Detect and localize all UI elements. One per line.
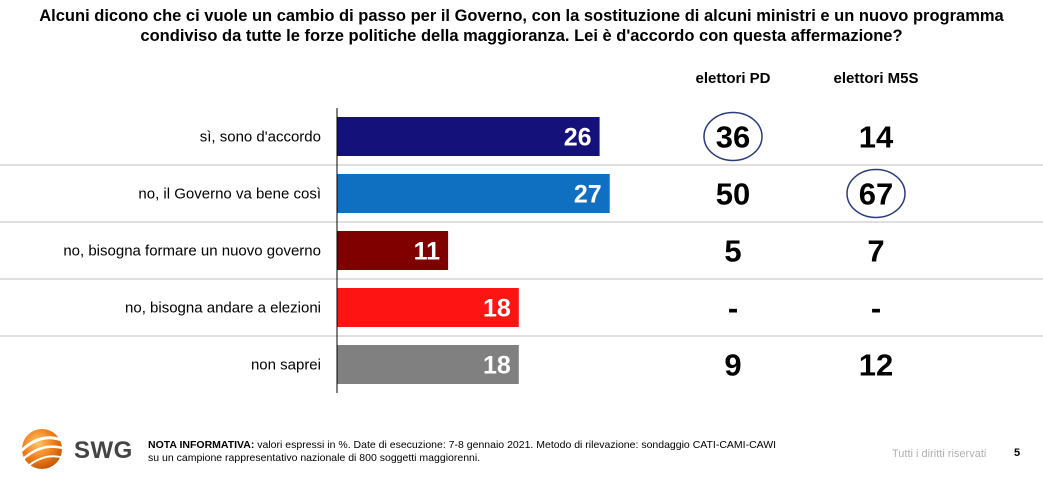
category-label: no, bisogna formare un nuovo governo [63, 243, 321, 260]
page-number: 5 [1014, 447, 1021, 459]
bar-value-label: 18 [483, 295, 511, 323]
table-cell-value: 7 [867, 234, 884, 269]
bar [337, 288, 519, 327]
category-label: no, il Governo va bene così [138, 186, 321, 203]
bar-value-label: 26 [564, 124, 592, 152]
bar-value-label: 18 [483, 352, 511, 380]
table-cell-value: 50 [716, 177, 750, 212]
chart-title: Alcuni dicono che ci vuole un cambio di … [0, 6, 1043, 46]
bar-chart: sì, sono d'accordo 26 36 14 no, il Governo v… [0, 108, 1043, 393]
swg-globe-logo-icon [14, 424, 72, 479]
swg-logo-text: SWG [74, 437, 133, 464]
title-line-1: Alcuni dicono che ci vuole un cambio di … [39, 7, 1004, 25]
category-label: no, bisogna andare a elezioni [125, 300, 321, 317]
bar-value-label: 27 [574, 181, 602, 209]
column-header-pd: elettori PD [695, 70, 771, 87]
table-cell-value: 14 [859, 120, 894, 155]
table-cell-value: 12 [859, 348, 893, 383]
bar [337, 174, 610, 213]
title-line-2: condiviso da tutte le forze politiche de… [140, 27, 903, 45]
column-header-m5s: elettori M5S [833, 70, 919, 87]
bar [337, 231, 449, 270]
table-cell-value: 9 [724, 348, 741, 383]
category-label: non saprei [251, 357, 321, 374]
highlight-circle [703, 111, 763, 162]
footer-note-line-1: valori espressi in %. Date di esecuzione… [254, 439, 777, 451]
bar [337, 345, 519, 384]
table-cell-value: 67 [859, 177, 893, 212]
table-cell-value: 36 [716, 120, 750, 155]
footer-note: NOTA INFORMATIVA: valori espressi in %. … [148, 439, 776, 465]
table-cell-value: - [728, 291, 738, 326]
table-cell-value: - [871, 291, 881, 326]
category-label: sì, sono d'accordo [200, 129, 321, 146]
bar-value-label: 11 [414, 238, 441, 266]
bar [337, 117, 600, 156]
footer-note-line-2: su un campione rappresentativo nazionale… [148, 452, 481, 464]
rights-text: Tutti i diritti riservati [892, 448, 987, 460]
footer-note-label: NOTA INFORMATIVA: [148, 439, 255, 451]
highlight-circle [846, 168, 906, 219]
table-cell-value: 5 [724, 234, 741, 269]
